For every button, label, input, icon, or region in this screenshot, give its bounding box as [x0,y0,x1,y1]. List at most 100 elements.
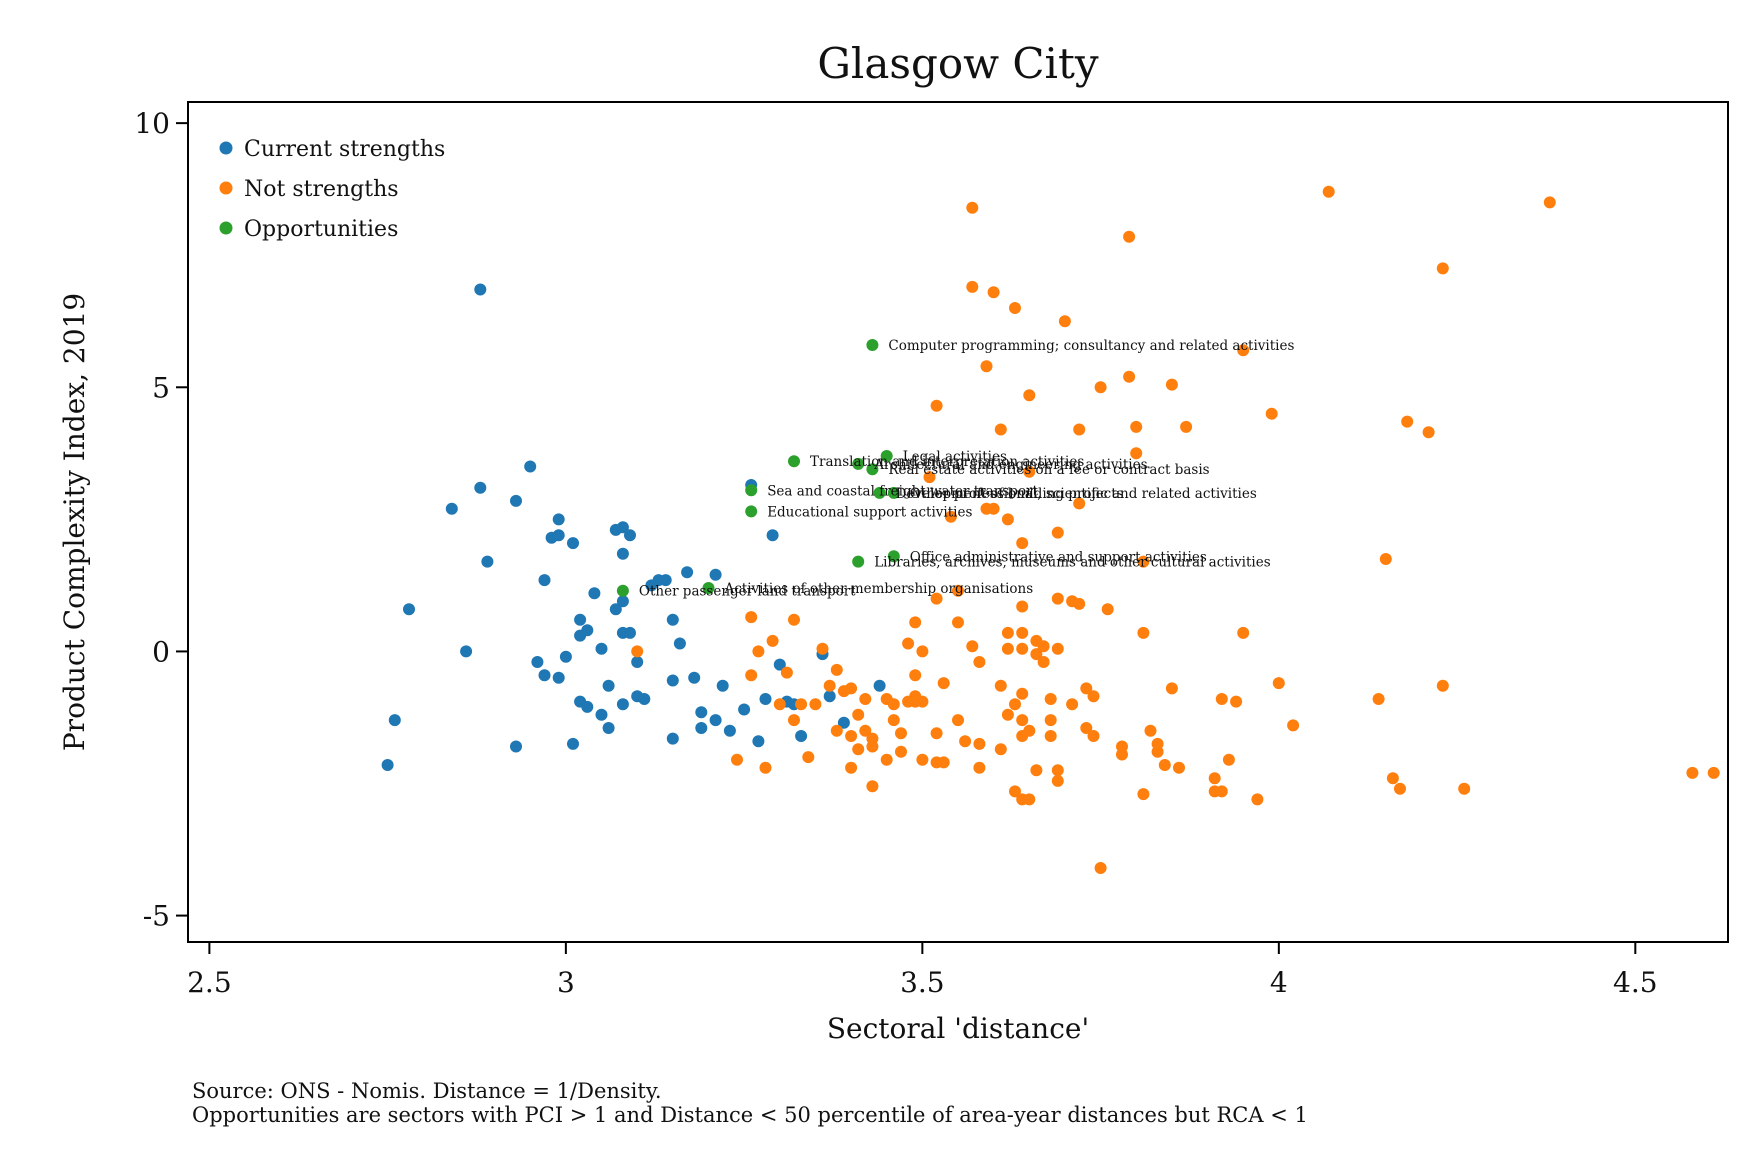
not-strengths-point [1073,597,1086,610]
not-strengths-point [952,584,964,597]
current-strengths-point [638,693,651,705]
current-strengths-point [616,595,629,608]
not-strengths-point [1051,592,1064,605]
legend-entry-opportunities: Opportunities [219,217,398,242]
not-strengths-point [1001,642,1014,655]
current-strengths-point [759,693,772,705]
series-current-strengths [381,283,886,771]
current-strengths-point [673,637,686,650]
not-strengths-point [830,724,843,737]
not-strengths-point [1436,679,1449,692]
not-strengths-point [845,761,858,774]
not-strengths-point [966,640,979,653]
current-strengths-point [595,708,608,721]
plot-frame [187,101,1729,943]
current-strengths-point [588,587,601,600]
not-strengths-point [1237,344,1250,357]
not-strengths-point [1044,730,1057,742]
not-strengths-point [1051,764,1064,777]
not-strengths-point [1251,793,1264,806]
not-strengths-point [802,751,815,764]
current-strengths-point [773,658,786,671]
not-strengths-point [1030,648,1043,661]
y-tick-label: -5 [143,900,170,933]
not-strengths-point [773,698,786,711]
not-strengths-point [1044,714,1057,727]
not-strengths-point [1165,682,1178,695]
current-strengths-point [510,494,522,507]
current-strengths-point [624,529,636,542]
legend-marker-opportunities [219,221,233,235]
annotation-real-estate-activities-on-a-fee-or-contract-basis: Real estate activities on a fee or contr… [888,462,1209,478]
not-strengths-point [887,714,900,727]
not-strengths-point [937,756,950,769]
not-strengths-point [1123,370,1136,383]
not-strengths-point [845,730,858,742]
current-strengths-point [567,737,579,750]
current-strengths-point [738,703,751,716]
annotation-translation-and-interpretation-activities: Translation and interpretation activitie… [810,454,1084,470]
not-strengths-point [1137,555,1150,568]
not-strengths-point [1458,782,1471,795]
not-strengths-point [1287,719,1300,732]
not-strengths-point [1016,714,1029,727]
x-tick-label: 3.5 [900,966,945,999]
current-strengths-point [616,698,629,711]
annotation-development-of-building-projects: Development of building projects [896,486,1124,502]
legend-marker-current-strengths [219,141,233,155]
current-strengths-point [723,724,736,737]
not-strengths-point [1130,420,1143,433]
not-strengths-point [1543,196,1556,209]
current-strengths-point [709,714,722,727]
not-strengths-point [1372,693,1385,705]
not-strengths-point [1322,185,1335,198]
x-tick-label: 4.5 [1613,966,1658,999]
not-strengths-point [766,634,779,647]
not-strengths-point [1087,730,1100,742]
current-strengths-point [474,481,487,494]
series-not-strengths [631,185,1720,874]
not-strengths-point [987,502,1000,515]
current-strengths-point [581,700,594,713]
not-strengths-point [1016,687,1029,700]
current-strengths-point [381,759,394,771]
not-strengths-point [1051,526,1064,539]
not-strengths-point [866,780,879,793]
current-strengths-point [538,669,551,682]
not-strengths-point [973,656,986,668]
not-strengths-point [1051,774,1064,787]
not-strengths-point [1272,677,1285,690]
current-strengths-point [616,547,629,560]
not-strengths-point [752,645,765,658]
current-strengths-point [474,283,487,296]
annotation-office-administrative-and-support-activities: Office administrative and support activi… [910,549,1207,565]
annotation-other-professional-scientific-and-related-activities: Other professional, scientific and relat… [910,486,1257,502]
not-strengths-point [909,669,922,682]
current-strengths-point [574,613,587,626]
current-strengths-point [631,656,644,668]
annotation-architectural-and-engineering-activities: Architectural and engineering activities [873,457,1147,473]
not-strengths-point [1001,513,1014,526]
not-strengths-point [909,616,922,629]
opportunities-point [866,339,879,351]
opportunities-point [866,463,879,476]
not-strengths-point [1080,722,1093,734]
not-strengths-point [930,399,943,412]
current-strengths-point [559,650,572,663]
current-strengths-point [552,529,565,542]
not-strengths-point [1379,553,1392,565]
not-strengths-point [745,669,758,682]
current-strengths-point [616,521,629,534]
x-tick-label: 2.5 [187,966,232,999]
current-strengths-point [552,513,565,526]
not-strengths-point [1401,415,1414,428]
not-strengths-point [1222,753,1235,766]
not-strengths-point [1009,302,1021,314]
not-strengths-point [980,360,993,373]
opportunities-point [745,484,758,497]
current-strengths-point [659,574,672,587]
not-strengths-point [1073,497,1086,510]
not-strengths-point [1051,642,1064,655]
not-strengths-point [852,743,865,756]
not-strengths-point [959,735,972,748]
